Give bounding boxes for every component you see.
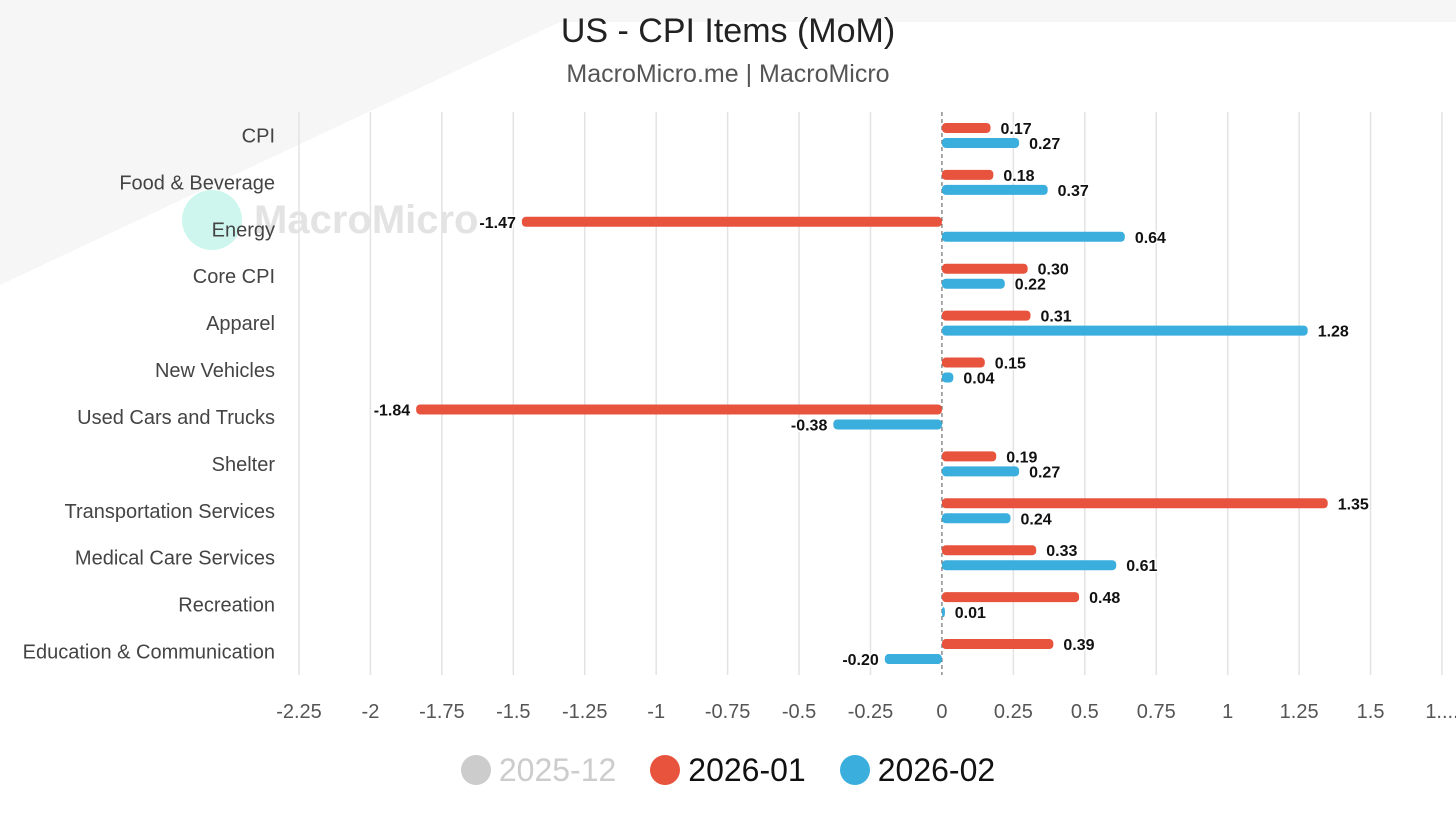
x-tick-label: -0.25 — [848, 701, 894, 723]
category-label: Transportation Services — [65, 501, 275, 523]
category-label: New Vehicles — [155, 360, 275, 382]
legend-item-2026-01[interactable]: 2026-01 — [650, 751, 806, 789]
data-label: 0.17 — [1001, 121, 1032, 138]
data-label: 0.19 — [1006, 449, 1037, 466]
data-label: 1.28 — [1318, 324, 1349, 341]
x-tick-label: 1.... — [1425, 701, 1456, 723]
category-label: Used Cars and Trucks — [77, 407, 275, 429]
watermark: MacroMicro — [182, 190, 512, 250]
legend-marker-icon — [460, 755, 491, 785]
legend-marker-icon — [839, 755, 870, 785]
bar-2026-01 — [521, 216, 942, 227]
data-label: -1.84 — [374, 402, 411, 419]
chart-title: US - CPI Items (MoM) — [560, 12, 896, 50]
x-tick-label: 0.5 — [1071, 701, 1099, 723]
bar-2026-02 — [941, 607, 945, 618]
data-label: 0.18 — [1003, 168, 1034, 185]
bar-2026-01 — [941, 357, 985, 368]
bar-2026-01 — [416, 404, 942, 415]
category-label: Education & Communication — [23, 642, 275, 664]
bar-2026-02 — [833, 419, 942, 430]
bar-2026-02 — [884, 654, 942, 665]
bar-2026-02 — [941, 560, 1117, 571]
watermark-text: MacroMicro — [254, 198, 479, 242]
x-tick-label: 1.25 — [1280, 701, 1319, 723]
bar-2026-01 — [941, 639, 1054, 650]
macromicro-logo-icon — [182, 190, 242, 250]
legend-label: 2026-01 — [688, 751, 806, 788]
data-label: 0.22 — [1015, 277, 1046, 294]
data-label: 0.37 — [1058, 183, 1089, 200]
category-label: Core CPI — [193, 266, 275, 288]
bar-2026-01 — [941, 263, 1028, 274]
bar-2026-02 — [941, 325, 1308, 336]
x-tick-label: -0.75 — [705, 701, 751, 723]
x-tick-label: 0.75 — [1137, 701, 1176, 723]
data-label: 0.61 — [1126, 558, 1157, 575]
data-label: -0.38 — [791, 417, 828, 434]
x-tick-label: -0.5 — [782, 701, 816, 723]
x-tick-label: -1.5 — [496, 701, 530, 723]
data-label: 0.48 — [1089, 590, 1120, 607]
legend-marker-icon — [650, 755, 681, 785]
legend-label: 2025-12 — [498, 751, 617, 788]
x-tick-label: 0.25 — [994, 701, 1033, 723]
bar-2026-01 — [941, 310, 1031, 321]
bar-chart: -2.25 -2 -1.75 -1.5 -1.25 -1 -0.75 -0.5 -0.25 0 0.… — [23, 112, 1456, 723]
category-label: Apparel — [206, 313, 275, 335]
data-label: 0.27 — [1029, 464, 1060, 481]
bar-2026-01 — [941, 592, 1080, 603]
data-label: -1.47 — [479, 215, 516, 232]
x-tick-label: -2.25 — [276, 701, 322, 723]
legend-label: 2026-02 — [877, 751, 996, 788]
x-tick-label: -1.75 — [419, 701, 465, 723]
bar-2026-01 — [941, 451, 997, 462]
bar-2026-02 — [941, 137, 1020, 148]
bar-2026-02 — [941, 372, 954, 383]
data-label: 0.64 — [1135, 230, 1166, 247]
data-label: 0.04 — [963, 371, 994, 388]
data-label: 0.33 — [1046, 543, 1077, 560]
legend: 2025-12 2026-01 2026-02 — [0, 748, 1456, 792]
data-label: 0.24 — [1021, 511, 1052, 528]
legend-item-2026-02[interactable]: 2026-02 — [839, 751, 996, 789]
data-label: -0.20 — [842, 652, 879, 669]
x-tick-label: 1.5 — [1357, 701, 1385, 723]
x-tick-label: -1 — [647, 701, 665, 723]
data-label: 0.27 — [1029, 136, 1060, 153]
data-label: 0.39 — [1063, 637, 1094, 654]
x-tick-label: 1 — [1222, 701, 1233, 723]
category-label: Medical Care Services — [75, 548, 275, 570]
bar-2026-01 — [941, 498, 1328, 509]
bar-2026-01 — [941, 545, 1037, 556]
bar-2026-02 — [941, 278, 1005, 289]
category-label: Recreation — [178, 595, 275, 617]
chart-subtitle: MacroMicro.me | MacroMicro — [566, 60, 890, 88]
x-tick-label: 0 — [936, 701, 947, 723]
category-label: Food & Beverage — [119, 172, 275, 194]
category-label: Energy — [212, 219, 275, 241]
bar-2026-02 — [941, 231, 1125, 242]
category-label: CPI — [242, 125, 275, 147]
data-label: 0.30 — [1038, 262, 1069, 279]
bar-2026-01 — [941, 169, 994, 180]
x-tick-label: -2 — [362, 701, 380, 723]
bar-2026-02 — [941, 513, 1011, 524]
category-label: Shelter — [212, 454, 276, 476]
data-label: 0.31 — [1041, 309, 1072, 326]
bar-2026-01 — [941, 122, 991, 133]
bar-2026-02 — [941, 184, 1048, 195]
bar-2026-02 — [941, 466, 1020, 477]
data-label: 0.15 — [995, 356, 1026, 373]
data-label: 1.35 — [1338, 496, 1369, 513]
x-tick-label: -1.25 — [562, 701, 608, 723]
legend-item-2025-12[interactable]: 2025-12 — [460, 751, 617, 789]
data-label: 0.01 — [955, 605, 986, 622]
